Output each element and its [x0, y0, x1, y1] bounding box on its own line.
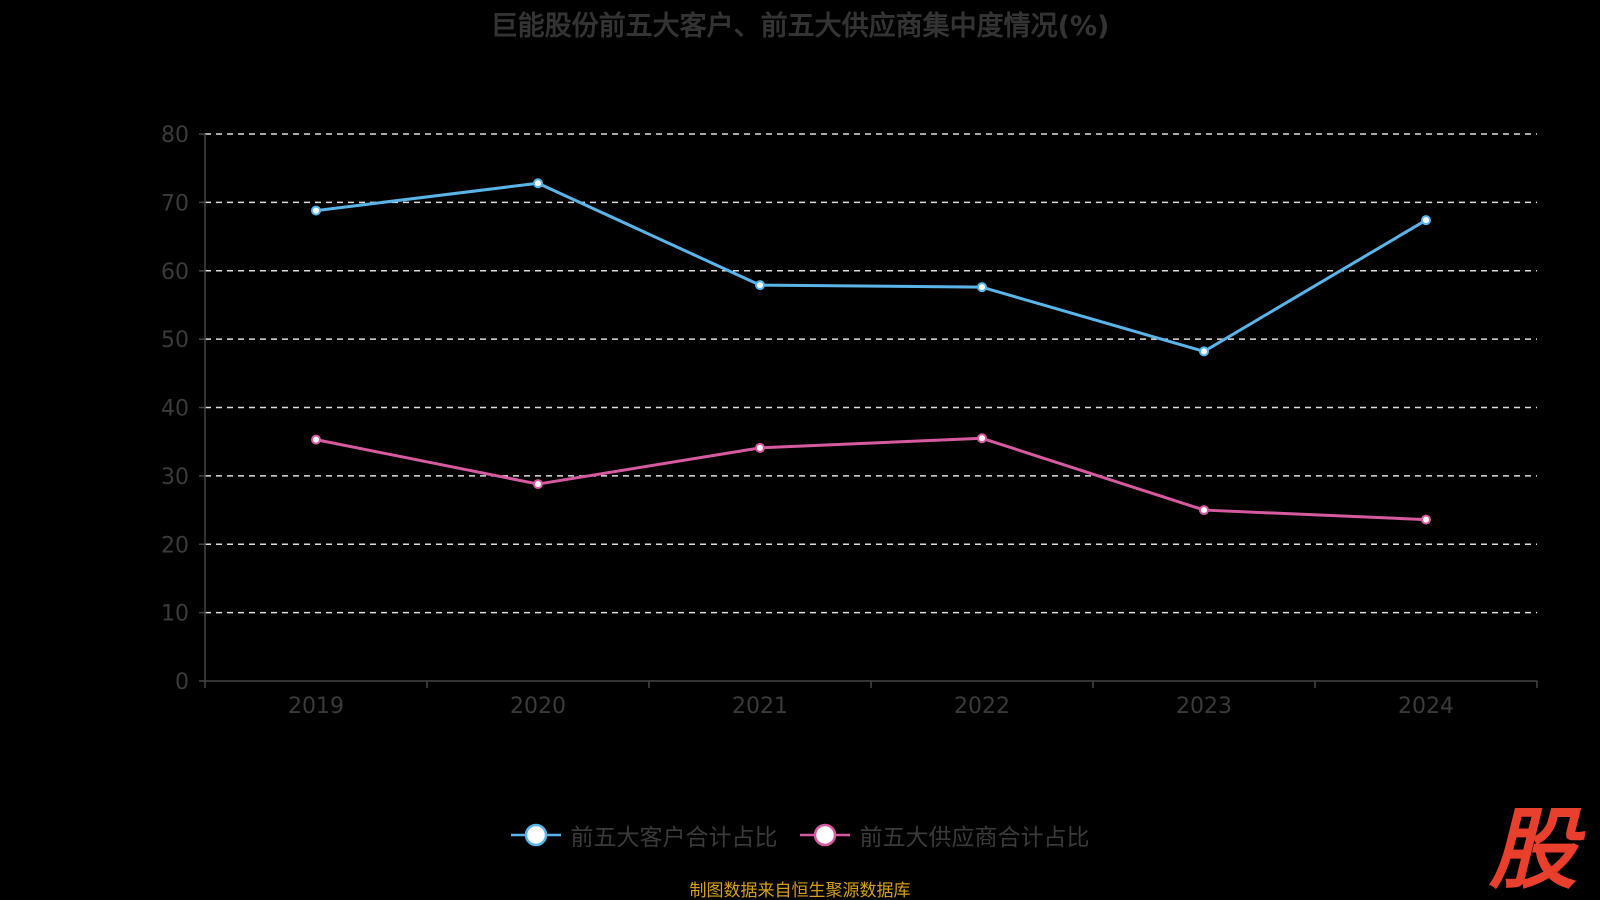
- svg-text:股: 股: [1488, 803, 1586, 892]
- data-point: [1199, 346, 1209, 357]
- data-point: [1421, 215, 1431, 226]
- legend-marker-icon: [510, 823, 561, 847]
- data-point: [755, 442, 765, 453]
- data-point: [311, 434, 321, 445]
- y-tick-label: 0: [175, 670, 189, 695]
- x-tick-label: 2022: [954, 694, 1010, 719]
- legend-label: 前五大供应商合计占比: [859, 825, 1090, 851]
- x-tick-label: 2024: [1398, 694, 1454, 719]
- y-tick-label: 40: [161, 397, 189, 422]
- y-tick-label: 60: [161, 260, 189, 285]
- source-note: 制图数据来自恒生聚源数据库: [689, 881, 911, 900]
- legend: 前五大客户合计占比 前五大供应商合计占比: [0, 818, 1600, 852]
- data-point: [311, 205, 321, 216]
- data-point: [1199, 505, 1209, 516]
- data-point: [755, 280, 765, 291]
- chart-title: 巨能股份前五大客户、前五大供应商集中度情况(%): [490, 11, 1110, 42]
- data-point: [533, 479, 543, 490]
- x-tick-label: 2019: [288, 694, 344, 719]
- y-tick-label: 80: [161, 123, 189, 148]
- series-line-1: [315, 436, 1427, 522]
- legend-item-suppliers[interactable]: 前五大供应商合计占比: [799, 818, 1090, 852]
- y-tick-label: 70: [161, 191, 189, 216]
- y-tick-label: 50: [161, 328, 189, 353]
- stock-logo-watermark: 股: [1488, 803, 1586, 892]
- y-tick-label: 10: [161, 602, 189, 627]
- series-layer: [311, 178, 1431, 525]
- data-point: [1421, 514, 1431, 525]
- x-tick-label: 2020: [510, 694, 566, 719]
- axis-layer: 0 10 20 30 40 50 60 70 80 2019 2020 2021 2022 2023 202…: [161, 123, 1538, 719]
- legend-marker-icon: [799, 823, 850, 847]
- legend-item-customers[interactable]: 前五大客户合计占比: [510, 818, 778, 852]
- data-point: [977, 282, 987, 293]
- data-point: [977, 433, 987, 444]
- y-tick-label: 30: [161, 465, 189, 490]
- legend-label: 前五大客户合计占比: [570, 825, 778, 851]
- data-point: [533, 178, 543, 189]
- x-tick-label: 2021: [732, 694, 788, 719]
- x-tick-label: 2023: [1176, 694, 1232, 719]
- y-tick-label: 20: [161, 533, 189, 558]
- grid-layer: [205, 133, 1537, 614]
- series-line-0: [315, 181, 1427, 353]
